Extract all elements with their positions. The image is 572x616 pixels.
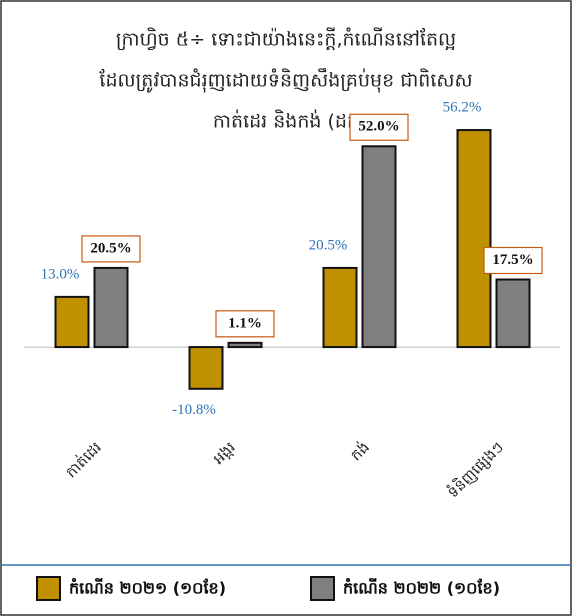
chart-title: កាត់ដេរ និងកង់ (ដក	[213, 109, 359, 133]
legend-label: កំណើន ២០២២ (១០ខែ)	[343, 578, 500, 598]
chart-title: ដែលត្រូវបានជំរុញដោយទំនិញសឹងគ្រប់មុខ ជាពិ…	[99, 68, 472, 94]
bar	[227, 341, 263, 349]
chart-title: ក្រាហ្វិច ៥÷ ទោះជាយ៉ាងនេះក្តី,កំណើននៅតែល…	[116, 27, 456, 51]
data-label: -10.8%	[172, 402, 216, 418]
data-label: 1.1%	[228, 315, 262, 331]
legend-swatch	[310, 576, 335, 601]
bar	[322, 266, 358, 349]
data-label: 17.5%	[492, 252, 533, 268]
data-label: 13.0%	[41, 266, 80, 282]
legend-swatch	[36, 576, 61, 601]
data-label-box	[215, 310, 275, 338]
bar	[188, 346, 224, 390]
bar	[456, 129, 492, 349]
bar	[495, 278, 531, 349]
data-label: 52.0%	[358, 119, 399, 135]
data-label: 20.5%	[90, 240, 131, 256]
bar	[54, 295, 90, 349]
data-label: 20.5%	[309, 237, 348, 253]
legend-label: កំណើន ២០២១ (១០ខែ)	[69, 578, 226, 598]
data-label-box	[81, 235, 141, 263]
bar	[361, 145, 397, 349]
data-label-box	[483, 246, 543, 275]
bar	[93, 266, 129, 349]
data-label-box	[349, 113, 409, 141]
data-label: 56.2%	[443, 100, 482, 116]
